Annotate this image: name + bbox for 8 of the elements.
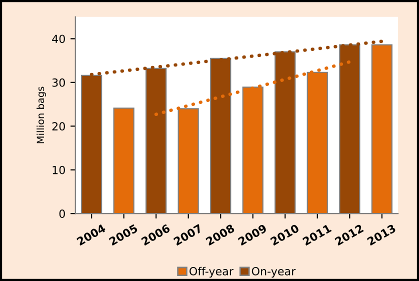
legend-label: On-year bbox=[252, 267, 296, 278]
y-tick-label: 20 bbox=[52, 122, 65, 131]
y-tick-label: 40 bbox=[52, 34, 65, 44]
y-tick-label: 0 bbox=[59, 210, 65, 218]
y-tick-label: 30 bbox=[52, 78, 65, 87]
legend-label: Off-year bbox=[190, 266, 234, 278]
y-axis-title: Million bags bbox=[36, 86, 46, 144]
y-tick-label: 10 bbox=[52, 166, 65, 174]
